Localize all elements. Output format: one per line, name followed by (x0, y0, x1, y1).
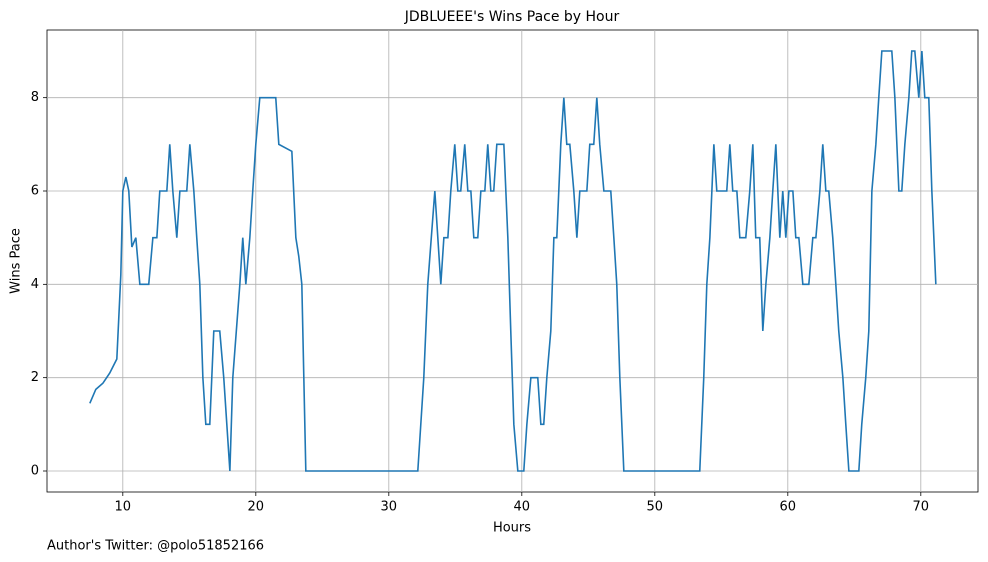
x-tick-label: 20 (248, 500, 265, 515)
x-tick-label: 50 (647, 500, 664, 515)
x-tick-label: 30 (381, 500, 398, 515)
x-tick-label: 40 (514, 500, 531, 515)
footnote: Author's Twitter: @polo51852166 (47, 539, 264, 554)
y-tick-label: 4 (31, 277, 39, 292)
x-axis-label: Hours (493, 521, 531, 536)
x-tick-label: 60 (780, 500, 797, 515)
y-axis-label: Wins Pace (9, 228, 24, 294)
x-tick-label: 70 (913, 500, 930, 515)
x-tick-label: 10 (115, 500, 132, 515)
y-tick-label: 2 (31, 370, 39, 385)
y-tick-label: 0 (31, 464, 39, 479)
plot-frame (46, 29, 979, 493)
chart-title: JDBLUEEE's Wins Pace by Hour (404, 9, 620, 25)
y-tick-label: 8 (31, 90, 39, 105)
y-tick-label: 6 (31, 184, 39, 199)
data-line (89, 50, 937, 472)
